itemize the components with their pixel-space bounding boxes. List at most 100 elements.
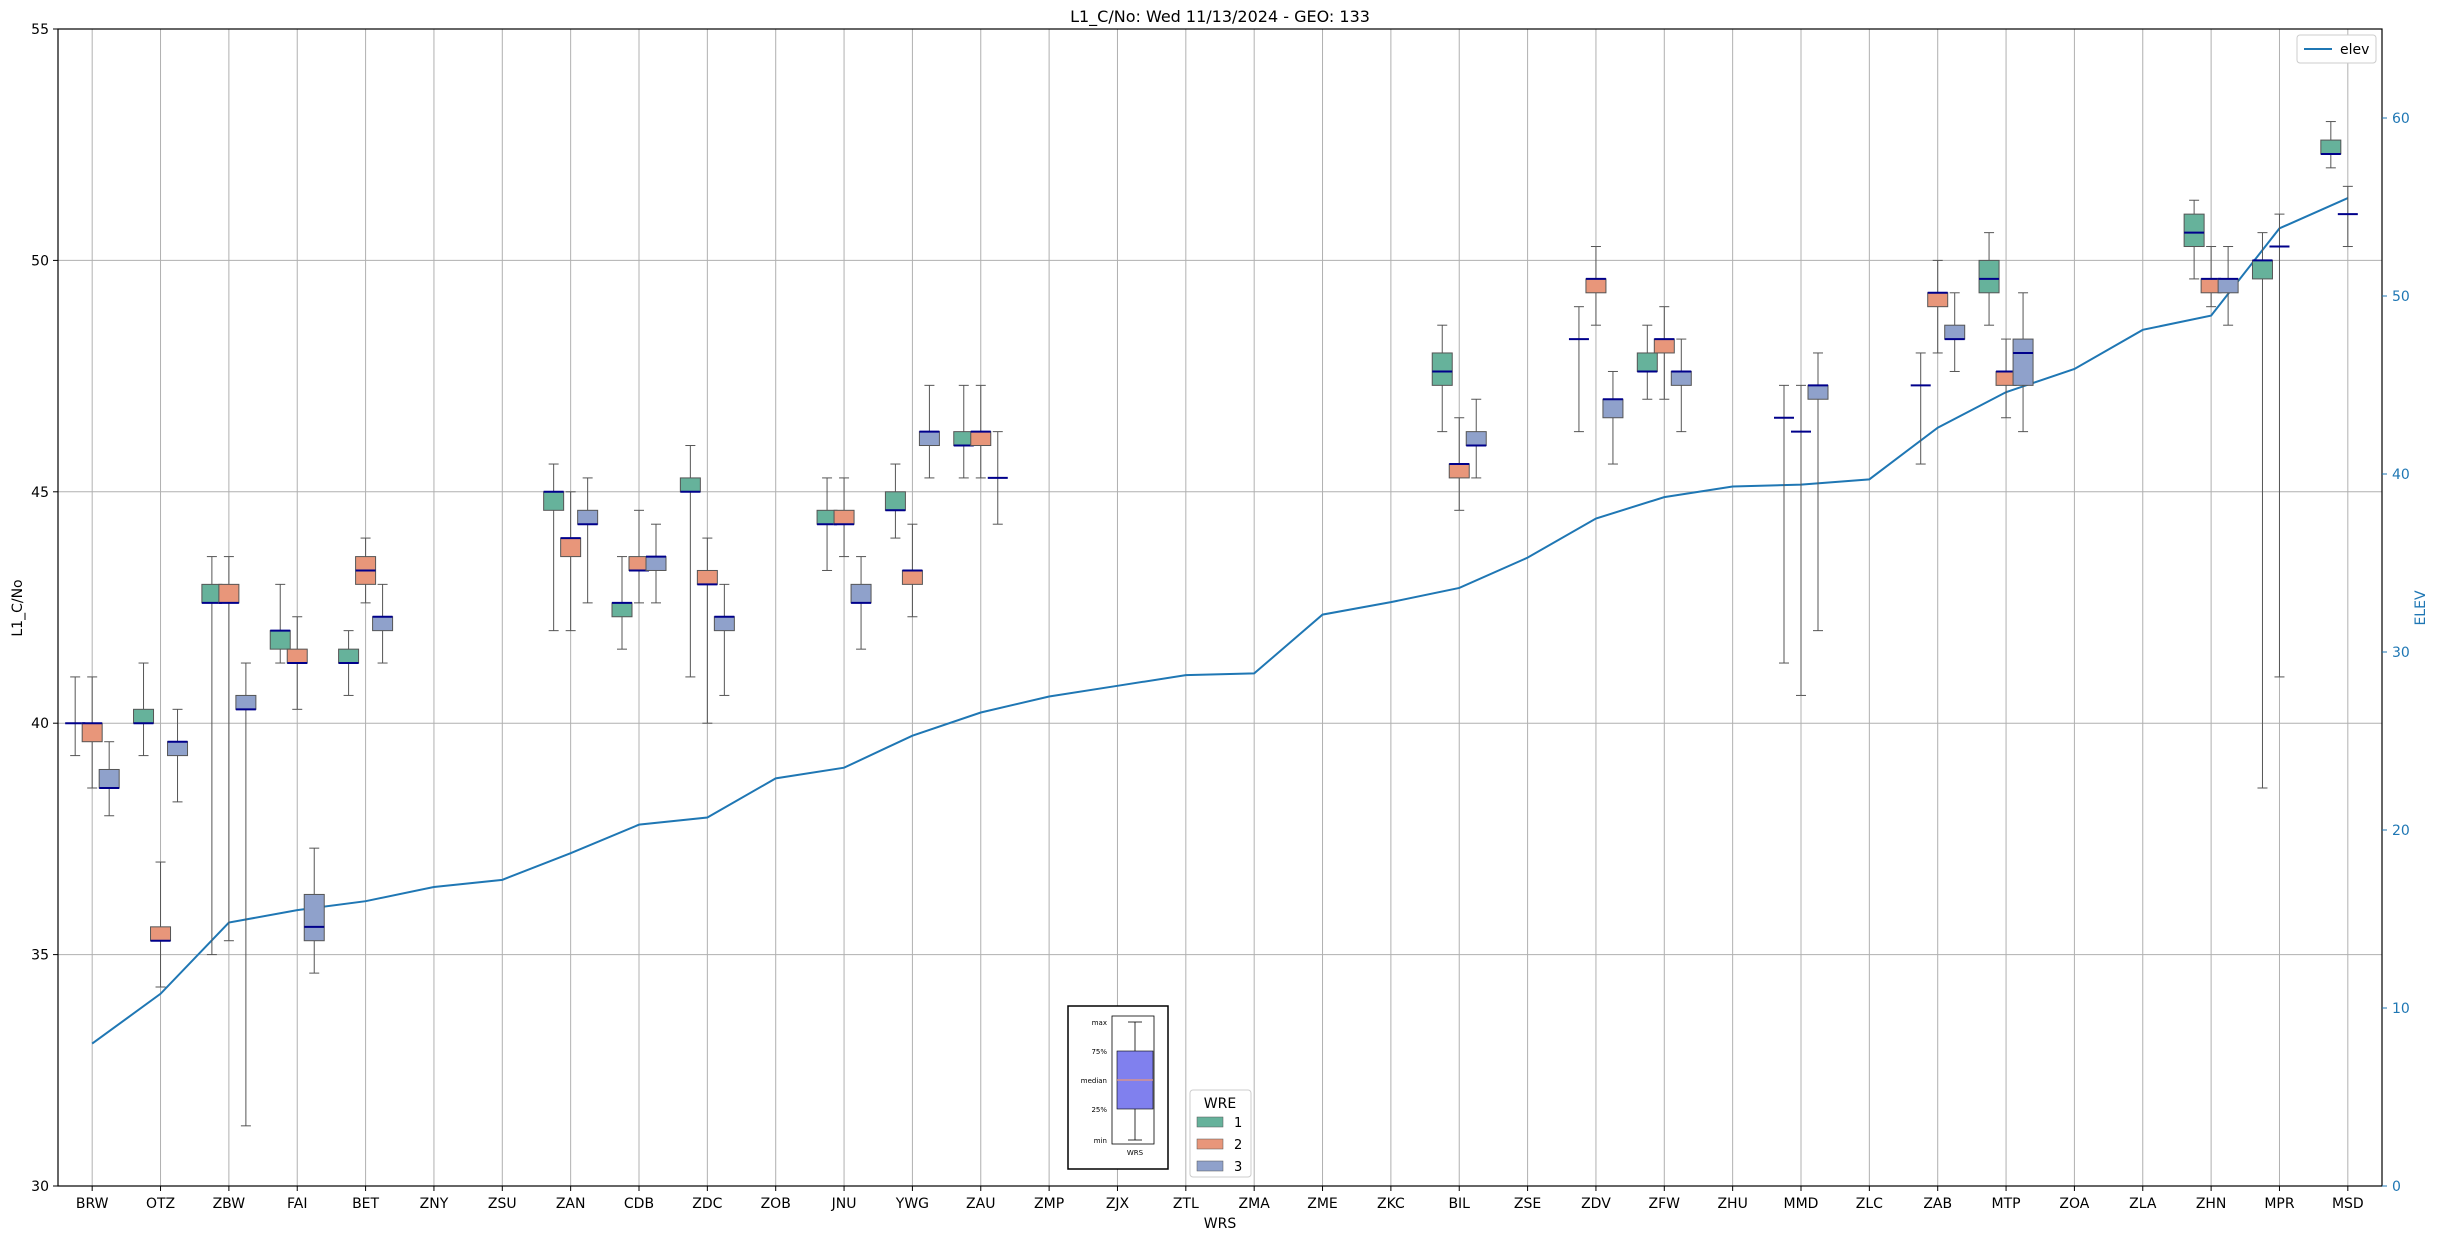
box-iqr [372,616,394,632]
wre3-box-fai [303,847,325,974]
x-tick-label: OTZ [146,1196,175,1212]
box-iqr [850,583,872,604]
y2-axis-ticks: 0 10 20 30 40 50 60 [2382,111,2410,1195]
x-tick-label: MSD [2332,1196,2364,1212]
elev-line-layer [91,197,2349,1045]
box-iqr [1431,352,1453,386]
box-iqr [543,491,565,511]
box-iqr [645,556,667,571]
y-tick-label: 35 [31,948,49,964]
wre-legend-label-2: 2 [1234,1138,1242,1153]
x-tick-label: ZMA [1239,1196,1271,1212]
wre1-box-zfw [1636,324,1658,400]
plot-frame [57,28,2383,1187]
box-iqr [235,694,257,710]
y2-tick-label: 0 [2392,1179,2401,1195]
box-key-inner-frame [1111,1015,1155,1145]
box-iqr [1636,352,1658,372]
wre-legend-label-1: 1 [1234,1116,1242,1131]
y2-tick-label: 60 [2392,111,2410,127]
wre2-box-zab [1927,259,1949,354]
x-tick-label: ZMP [1034,1196,1064,1212]
box-iqr [150,926,172,942]
y2-tick-label: 20 [2392,823,2410,839]
y-tick-label: 30 [31,1179,49,1195]
box-iqr [1465,431,1487,447]
x-tick-label: MPR [2264,1196,2295,1212]
wre1-box-ywg [884,463,906,539]
x-tick-label: FAI [287,1196,307,1212]
wre3-box-mtp [2012,292,2034,433]
y2-tick-label: 40 [2392,467,2410,483]
wre2-box-mpr [2269,213,2290,678]
y-axis-label: L1_C/No [10,579,26,636]
x-axis-label: WRS [1204,1216,1237,1232]
wre3-box-otz [167,708,189,803]
x-tick-label: CDB [624,1196,654,1212]
y2-tick-label: 10 [2392,1001,2410,1017]
wre3-box-mmd [1807,352,1829,632]
wre-legend: WRE 1 2 3 [1189,1089,1252,1178]
wre3-box-zhn [2217,246,2239,326]
box-iqr [901,569,923,585]
wre1-box-mpr [2251,232,2273,789]
x-tick-label: ZDV [1581,1196,1611,1212]
wre-legend-label-3: 3 [1234,1160,1242,1175]
wre3-box-cdb [645,523,667,604]
box-iqr [696,569,718,585]
x-tick-label: ZME [1307,1196,1338,1212]
x-tick-label: ZAU [966,1196,995,1212]
box-iqr [338,648,360,664]
wre1-box-zdc [679,445,701,678]
wre3-box-zdv [1602,370,1624,465]
wre3-box-zab [1944,292,1966,372]
wre2-box-msd [2337,185,2358,248]
x-tick-label: ZJX [1106,1196,1130,1212]
box-iqr [918,431,940,447]
box-iqr [679,477,701,493]
x-tick-label: YWG [895,1196,929,1212]
x-tick-label: ZHU [1717,1196,1747,1212]
wre3-box-brw [98,741,120,817]
wre2-box-jnu [833,477,855,558]
elev-legend: elev [2296,34,2377,64]
box-iqr [884,491,906,511]
boxplot-layer [65,121,2358,1127]
box-iqr [1807,384,1829,400]
wre1-box-mmd [1774,384,1794,664]
box-iqr [1927,292,1949,308]
wre2-box-otz [150,861,172,988]
x-tick-label: ZSE [1514,1196,1541,1212]
wre2-box-mmd [1791,384,1811,696]
wre3-box-zdc [713,583,735,696]
box-iqr [560,537,582,558]
x-tick-label: MMD [1784,1196,1819,1212]
y2-axis-label: ELEV [2413,590,2429,625]
x-tick-label: ZDC [692,1196,722,1212]
wre1-box-otz [133,662,155,757]
x-tick-label: ZLA [2129,1196,2157,1212]
wre1-box-zab [1910,352,1931,465]
y2-tick-label: 30 [2392,645,2410,661]
box-iqr [1944,324,1966,340]
x-tick-label: ZAB [1923,1196,1952,1212]
wre3-box-jnu [850,556,872,650]
grid-lines [58,28,2382,1187]
y-tick-label: 50 [31,253,49,269]
box-iqr [611,602,633,618]
wre1-box-zan [543,463,565,632]
wre2-box-zdc [696,537,718,724]
x-tick-label: ZNY [420,1196,449,1212]
wre2-box-bil [1448,417,1470,511]
box-iqr [133,708,155,724]
wre1-box-brw [65,676,86,757]
box-iqr [1585,278,1607,294]
wre2-box-bet [355,537,377,604]
wre3-box-zfw [1670,338,1692,433]
x-tick-label: ZBW [213,1196,246,1212]
wre1-box-bet [338,630,360,696]
x-tick-label: ZOA [2059,1196,2089,1212]
x-axis-ticks: BRW OTZ ZBW FAI BET ZNY ZSU ZAN CDB ZDC ZOB JNU YWG Z… [76,1186,2364,1212]
wre1-box-zhn [2183,199,2205,280]
